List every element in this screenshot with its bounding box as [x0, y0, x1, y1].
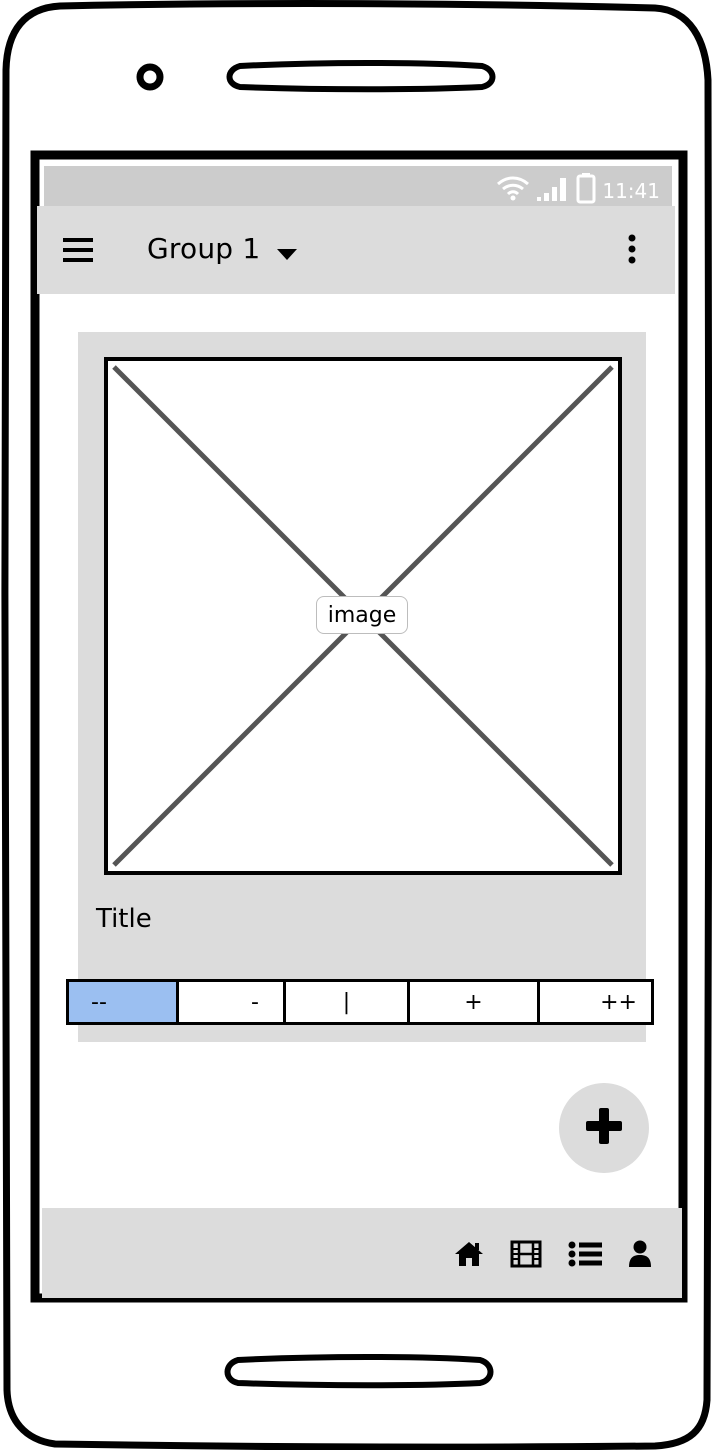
segment-very-high[interactable]: ++	[600, 989, 637, 1015]
status-bar: 11:41	[44, 166, 672, 206]
segment-very-low[interactable]: --	[69, 982, 179, 1022]
segment-low[interactable]: -	[179, 982, 286, 1022]
image-label: image	[316, 596, 408, 634]
wifi-icon	[496, 175, 530, 206]
segment-high[interactable]: +	[410, 982, 540, 1022]
home-button[interactable]	[224, 1354, 494, 1389]
bottom-nav	[42, 1208, 682, 1298]
list-icon[interactable]	[568, 1241, 602, 1267]
segmented-control: -- - | + ++	[66, 979, 654, 1025]
screen-border	[30, 150, 688, 1303]
plus-icon	[584, 1106, 624, 1150]
signal-icon	[536, 174, 570, 207]
chevron-down-icon[interactable]	[277, 246, 297, 265]
menu-icon[interactable]	[63, 236, 93, 264]
status-time: 11:41	[602, 178, 660, 203]
user-icon[interactable]	[628, 1240, 652, 1268]
camera-icon	[136, 63, 164, 91]
battery-icon	[576, 172, 596, 209]
card-title: Title	[96, 904, 152, 934]
speaker-grill	[226, 60, 496, 93]
home-icon[interactable]	[454, 1241, 484, 1267]
film-icon[interactable]	[510, 1240, 542, 1268]
more-vert-icon[interactable]	[627, 234, 637, 268]
add-fab-button[interactable]	[559, 1083, 649, 1173]
segment-neutral[interactable]: |	[286, 982, 410, 1022]
app-title[interactable]: Group 1	[147, 232, 261, 265]
app-bar: Group 1	[37, 206, 675, 294]
